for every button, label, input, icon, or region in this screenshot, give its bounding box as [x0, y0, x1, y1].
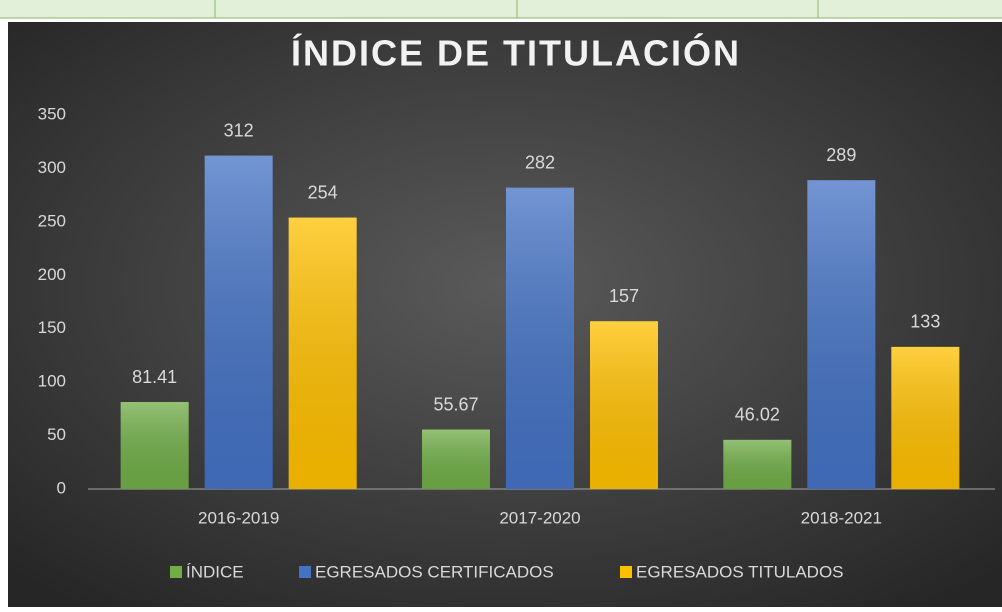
data-label: 133 — [910, 312, 940, 332]
data-label: 55.67 — [433, 394, 478, 414]
bar-shine — [422, 429, 490, 489]
bar-shine — [204, 155, 273, 489]
x-tick-label: 2018-2021 — [801, 508, 882, 527]
y-tick-label: 50 — [47, 425, 66, 444]
legend-label: ÍNDICE — [186, 562, 244, 581]
data-label: 282 — [525, 152, 555, 172]
bar-shine — [120, 402, 189, 489]
data-label: 312 — [224, 120, 254, 140]
y-tick-label: 200 — [38, 265, 66, 284]
data-label: 81.41 — [132, 367, 177, 387]
y-tick-label: 300 — [38, 158, 66, 177]
legend-label: EGRESADOS CERTIFICADOS — [315, 562, 554, 581]
legend-swatch — [170, 566, 182, 578]
y-tick-label: 0 — [57, 478, 66, 497]
legend-label: EGRESADOS TITULADOS — [636, 562, 844, 581]
bar-shine — [288, 217, 357, 489]
bar-shine — [590, 321, 658, 489]
bar-shine — [723, 439, 792, 489]
x-tick-label: 2016-2019 — [198, 508, 279, 527]
bar-shine — [506, 187, 574, 490]
data-label: 46.02 — [735, 405, 780, 425]
data-label: 254 — [308, 182, 338, 202]
x-tick-label: 2017-2020 — [499, 508, 580, 527]
y-tick-label: 100 — [38, 372, 66, 391]
table-row — [0, 0, 1002, 18]
data-label: 157 — [609, 286, 639, 306]
bar-shine — [891, 346, 960, 489]
legend-swatch — [299, 566, 311, 578]
legend-swatch — [620, 566, 632, 578]
y-tick-label: 250 — [38, 211, 66, 230]
table-strip — [0, 0, 1002, 19]
y-tick-label: 350 — [38, 104, 66, 123]
chart-title: ÍNDICE DE TITULACIÓN — [291, 32, 741, 74]
bar-shine — [807, 180, 876, 489]
data-label: 289 — [826, 145, 856, 165]
y-tick-label: 150 — [38, 318, 66, 337]
